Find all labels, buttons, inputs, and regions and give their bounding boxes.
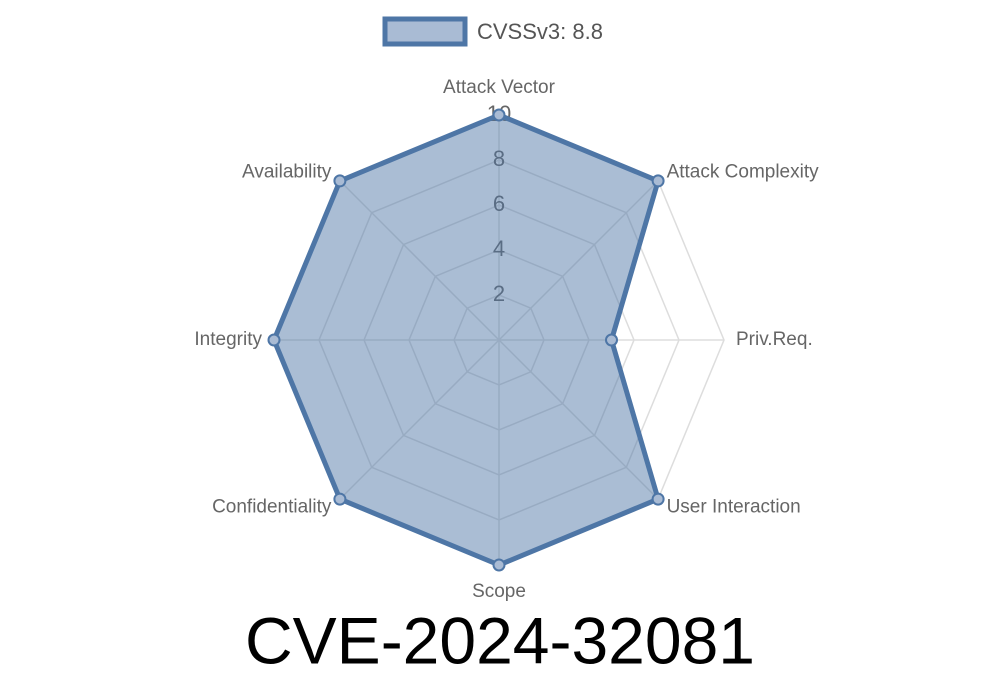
spoke [498,339,659,500]
category-label: Confidentiality [212,497,332,518]
data-point [605,333,618,347]
category-label: Priv.Req. [736,329,813,350]
data-point [651,492,665,506]
legend-label: CVSSv3: 8.8 [477,19,603,44]
spoke [498,180,659,341]
spoke [339,180,500,341]
r-tick-label: 4 [493,236,505,261]
chart-title: CVE-2024-32081 [245,603,755,677]
data-point [651,174,665,188]
data-point [333,492,347,506]
category-label: User Interaction [667,497,801,518]
category-label: Integrity [194,329,262,350]
category-label: Availability [242,161,332,182]
category-label: Attack Vector [443,77,556,98]
data-point [492,558,506,572]
series-area [271,112,661,568]
r-tick-label: 8 [493,146,505,171]
legend-swatch [382,16,468,47]
data-point [333,174,347,188]
data-point [492,108,506,122]
r-tick-label: 6 [493,191,505,216]
category-label: Attack Complexity [667,161,820,182]
category-label: Scope [472,581,526,602]
spoke [339,339,500,500]
data-point [267,333,281,347]
r-tick-label: 2 [493,281,505,306]
